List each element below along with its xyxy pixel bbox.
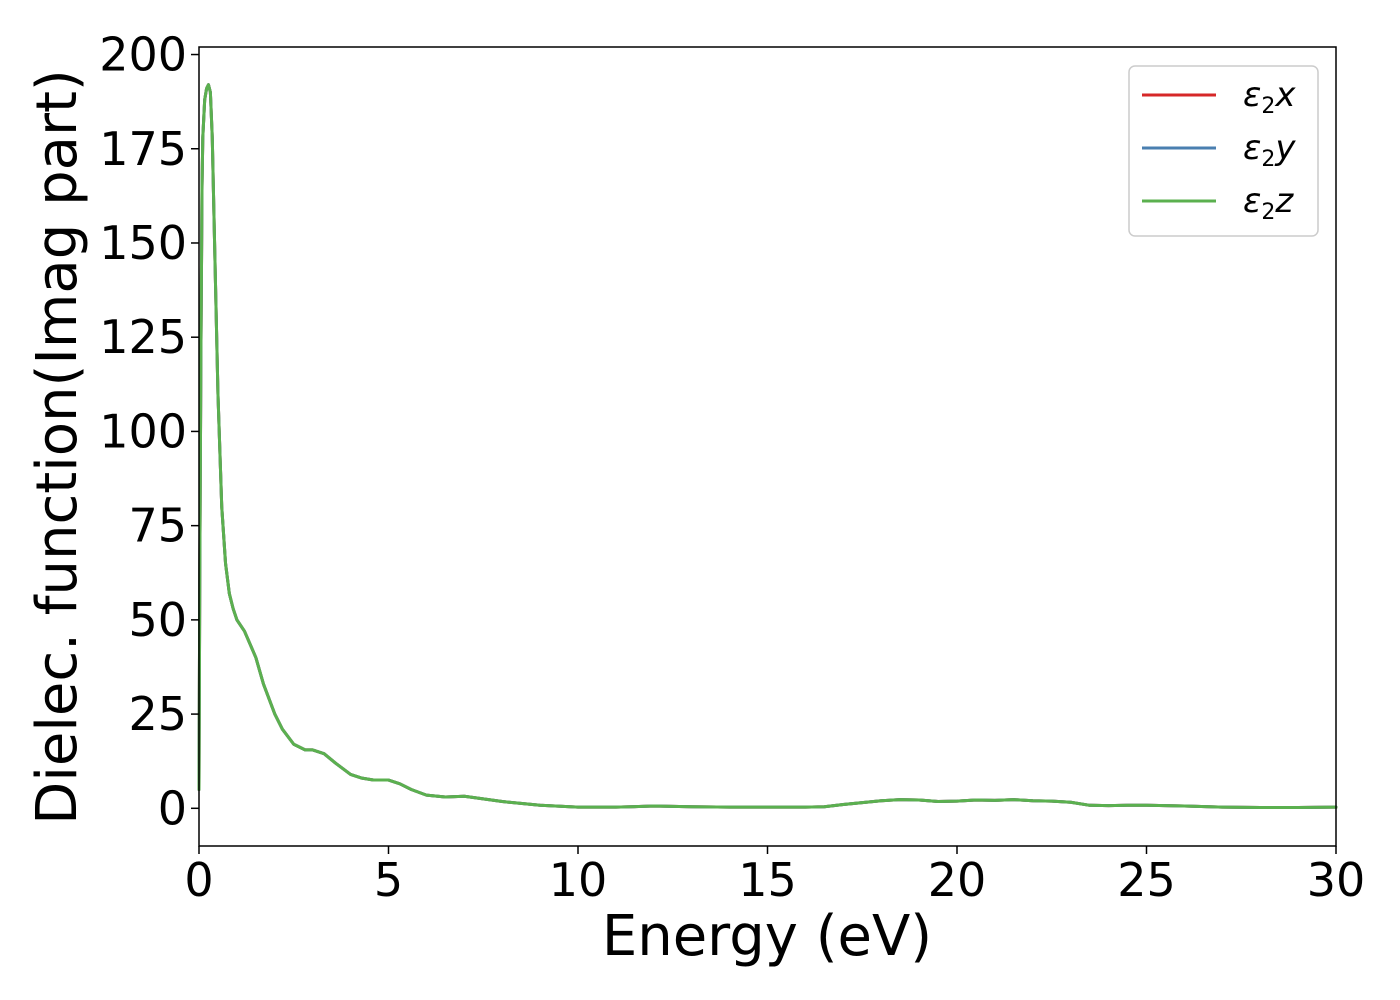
- legend-label-x: ε2x: [1243, 75, 1296, 119]
- x-axis-label: Energy (eV): [602, 904, 932, 969]
- y-axis-ticks: 0 25 50 75 100 125 150 175 200: [99, 28, 199, 835]
- y-tick-label: 100: [99, 404, 187, 458]
- y-tick-label: 25: [128, 687, 187, 741]
- y-tick-label: 175: [99, 122, 187, 176]
- x-tick-label: 15: [738, 853, 797, 907]
- series-line-3: [197, 83, 1338, 810]
- y-tick-label: 50: [128, 593, 187, 647]
- legend-label-z: ε2z: [1243, 181, 1294, 225]
- series-layer: [197, 83, 1338, 810]
- y-tick-label: 150: [99, 216, 187, 270]
- x-tick-label: 0: [184, 853, 213, 907]
- x-tick-label: 25: [1117, 853, 1176, 907]
- x-tick-label: 20: [928, 853, 987, 907]
- y-tick-label: 75: [128, 499, 187, 553]
- y-tick-label: 0: [158, 781, 187, 835]
- x-tick-label: 10: [549, 853, 608, 907]
- y-axis-label: Dielec. function(Imag part): [25, 69, 90, 825]
- y-tick-label: 200: [99, 28, 187, 82]
- x-axis-ticks: 0 5 10 15 20 25 30: [184, 846, 1365, 907]
- legend-items: ε2x ε2y ε2z: [1142, 75, 1296, 225]
- legend-box: [1128, 65, 1319, 237]
- legend: ε2x ε2y ε2z: [1128, 65, 1319, 237]
- y-tick-label: 125: [99, 310, 187, 364]
- x-tick-label: 5: [374, 853, 403, 907]
- legend-label-y: ε2y: [1243, 128, 1296, 172]
- x-tick-label: 30: [1307, 853, 1366, 907]
